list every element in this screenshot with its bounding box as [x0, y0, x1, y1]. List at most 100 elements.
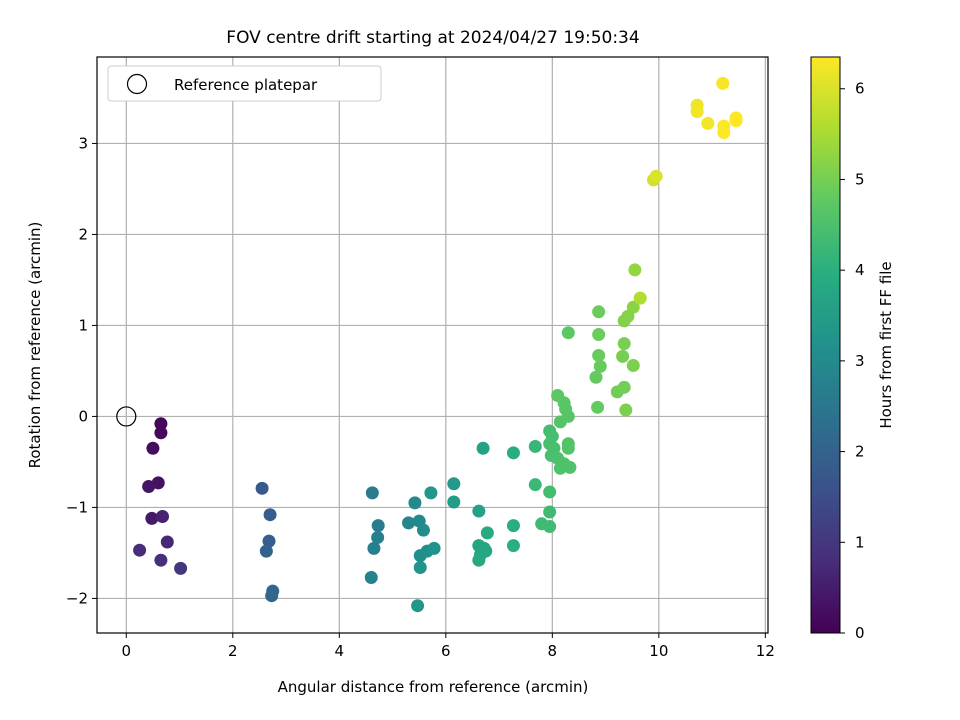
data-point — [411, 599, 425, 613]
data-point — [265, 589, 279, 603]
data-point — [617, 380, 631, 394]
data-point — [592, 305, 606, 319]
legend-entry-reference: Reference platepar — [174, 76, 318, 94]
chart-title: FOV centre drift starting at 2024/04/27 … — [226, 28, 639, 48]
data-point — [262, 534, 276, 548]
data-point — [427, 541, 441, 555]
legend-marker-icon — [126, 73, 148, 95]
legend: Reference platepar — [107, 65, 382, 102]
data-point — [729, 114, 743, 128]
x-tick-label: 12 — [756, 642, 775, 660]
x-tick-label: 8 — [548, 642, 558, 660]
y-tick-label: 2 — [78, 225, 88, 243]
y-tick-label: −1 — [66, 498, 88, 516]
data-point — [561, 326, 575, 340]
data-point — [626, 300, 640, 314]
data-point — [402, 516, 416, 530]
data-point — [447, 495, 461, 509]
data-point — [528, 439, 542, 453]
data-point — [563, 460, 577, 474]
data-point — [589, 370, 603, 384]
data-point — [506, 446, 520, 460]
reference-platepar-point — [116, 406, 137, 427]
data-point — [447, 477, 461, 491]
data-point — [472, 504, 486, 518]
colorbar-tick-label: 0 — [855, 624, 865, 642]
data-point — [506, 519, 520, 533]
colorbar-tick-label: 5 — [855, 170, 865, 188]
y-axis-label: Rotation from reference (arcmin) — [26, 222, 44, 469]
data-point — [543, 520, 557, 534]
data-point — [592, 348, 606, 362]
data-point — [619, 403, 633, 417]
y-axis-ticks: −2 −1 0 1 2 3 — [66, 134, 97, 607]
data-point — [472, 553, 486, 567]
x-tick-label: 2 — [228, 642, 238, 660]
y-tick-label: 0 — [78, 407, 88, 425]
data-point — [506, 539, 520, 553]
y-tick-label: −2 — [66, 589, 88, 607]
colorbar-tick-label: 1 — [855, 533, 865, 551]
data-point — [717, 126, 731, 140]
colorbar-ticks: 0 1 2 3 4 5 6 — [840, 80, 865, 642]
data-point — [154, 426, 168, 440]
data-point — [371, 530, 385, 544]
data-point — [160, 535, 174, 549]
data-point — [413, 560, 427, 574]
grid-lines — [97, 57, 768, 633]
data-point — [561, 441, 575, 455]
data-point — [145, 511, 159, 525]
data-point — [551, 389, 565, 403]
x-tick-label: 6 — [441, 642, 451, 660]
data-point — [617, 337, 631, 351]
colorbar-tick-label: 6 — [855, 80, 865, 98]
data-point — [690, 105, 704, 119]
plot-frame — [96, 56, 769, 634]
data-point — [367, 541, 381, 555]
data-point — [592, 328, 606, 342]
data-point — [479, 544, 493, 558]
data-point — [716, 76, 730, 90]
data-point — [616, 349, 630, 363]
data-point — [593, 359, 607, 373]
data-point — [255, 481, 269, 495]
x-axis-label: Angular distance from reference (arcmin) — [278, 678, 589, 696]
data-point — [156, 510, 170, 524]
data-point — [142, 479, 156, 493]
data-point — [174, 561, 188, 575]
x-tick-label: 0 — [122, 642, 132, 660]
data-point — [365, 486, 379, 500]
data-point — [701, 116, 715, 130]
data-point — [154, 417, 168, 431]
data-point — [146, 441, 160, 455]
data-point — [408, 496, 422, 510]
data-point — [649, 169, 663, 183]
x-tick-label: 10 — [649, 642, 668, 660]
data-point — [154, 553, 168, 567]
data-point — [591, 400, 605, 414]
data-point — [133, 543, 147, 557]
data-point — [480, 526, 494, 540]
legend-box — [107, 65, 382, 102]
colorbar-tick-label: 4 — [855, 261, 865, 279]
colorbar-tick-label: 3 — [855, 352, 865, 370]
data-point — [628, 263, 642, 277]
reference-marker — [116, 406, 137, 427]
data-point — [364, 570, 378, 584]
data-points — [133, 76, 743, 613]
data-point — [263, 508, 277, 522]
y-tick-label: 3 — [78, 134, 88, 152]
data-point — [528, 478, 542, 492]
colorbar-gradient — [810, 56, 841, 634]
x-axis-ticks: 0 2 4 6 8 10 12 — [122, 633, 775, 660]
data-point — [476, 441, 490, 455]
y-tick-label: 1 — [78, 316, 88, 334]
colorbar: 0 1 2 3 4 5 6 Hours from first FF file — [810, 56, 895, 642]
colorbar-label: Hours from first FF file — [877, 261, 895, 428]
data-point — [543, 505, 557, 519]
colorbar-tick-label: 2 — [855, 443, 865, 461]
data-point — [259, 544, 273, 558]
data-point — [626, 358, 640, 372]
data-point — [371, 519, 385, 533]
